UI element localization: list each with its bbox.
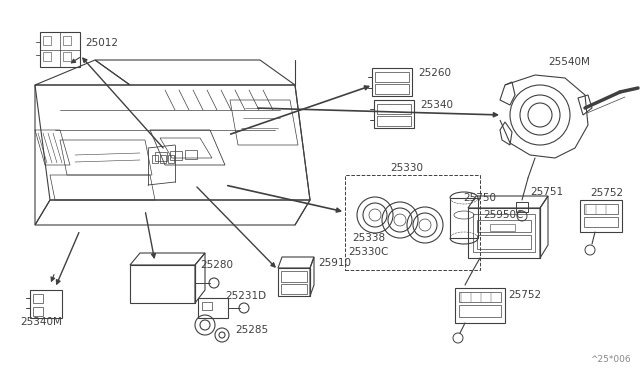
Text: 25285: 25285 — [235, 325, 268, 335]
Text: 25752: 25752 — [590, 188, 623, 198]
Bar — [170, 151, 182, 160]
Bar — [455, 288, 505, 323]
Bar — [473, 214, 535, 252]
Bar — [63, 52, 71, 61]
Bar — [450, 198, 478, 238]
Text: 25330: 25330 — [390, 163, 423, 173]
Text: ^25*006: ^25*006 — [590, 356, 630, 365]
Text: 25012: 25012 — [85, 38, 118, 48]
Bar — [377, 104, 411, 114]
Text: 25540M: 25540M — [548, 57, 590, 67]
Bar — [281, 271, 307, 282]
Text: 25280: 25280 — [200, 260, 233, 270]
Bar — [345, 175, 480, 270]
Bar — [33, 307, 43, 316]
Bar — [40, 32, 80, 67]
Bar — [580, 200, 622, 232]
Bar — [278, 268, 310, 296]
Bar — [185, 150, 197, 159]
Text: 25750: 25750 — [463, 193, 496, 203]
Bar — [584, 217, 618, 227]
Bar — [155, 152, 167, 161]
Text: 25340: 25340 — [420, 100, 453, 110]
Bar — [198, 298, 228, 318]
Text: 25910: 25910 — [318, 258, 351, 268]
Text: 25330C: 25330C — [348, 247, 388, 257]
Bar — [33, 294, 43, 303]
Bar — [477, 235, 531, 249]
Bar — [584, 204, 618, 214]
Bar — [459, 292, 501, 302]
Bar — [459, 305, 501, 317]
Bar — [168, 155, 174, 163]
Bar — [374, 100, 414, 128]
Bar — [516, 202, 528, 212]
Bar — [63, 36, 71, 45]
Text: 25231D: 25231D — [225, 291, 266, 301]
Bar — [372, 68, 412, 96]
Bar — [377, 116, 411, 126]
Bar — [477, 220, 531, 232]
Bar — [43, 36, 51, 45]
Bar — [490, 224, 515, 231]
Bar — [468, 208, 540, 258]
Bar — [43, 52, 51, 61]
Text: 25950C: 25950C — [483, 210, 524, 220]
Text: 25752: 25752 — [508, 290, 541, 300]
Bar — [30, 290, 62, 318]
Bar — [202, 302, 212, 310]
Bar — [281, 284, 307, 294]
Text: 25751: 25751 — [530, 187, 563, 197]
Text: 25340M: 25340M — [20, 317, 62, 327]
Text: 25338: 25338 — [352, 233, 385, 243]
Text: 25260: 25260 — [418, 68, 451, 78]
Bar — [152, 155, 158, 163]
Bar — [130, 265, 195, 303]
Bar — [375, 84, 409, 94]
Bar — [160, 155, 166, 163]
Bar — [375, 72, 409, 82]
